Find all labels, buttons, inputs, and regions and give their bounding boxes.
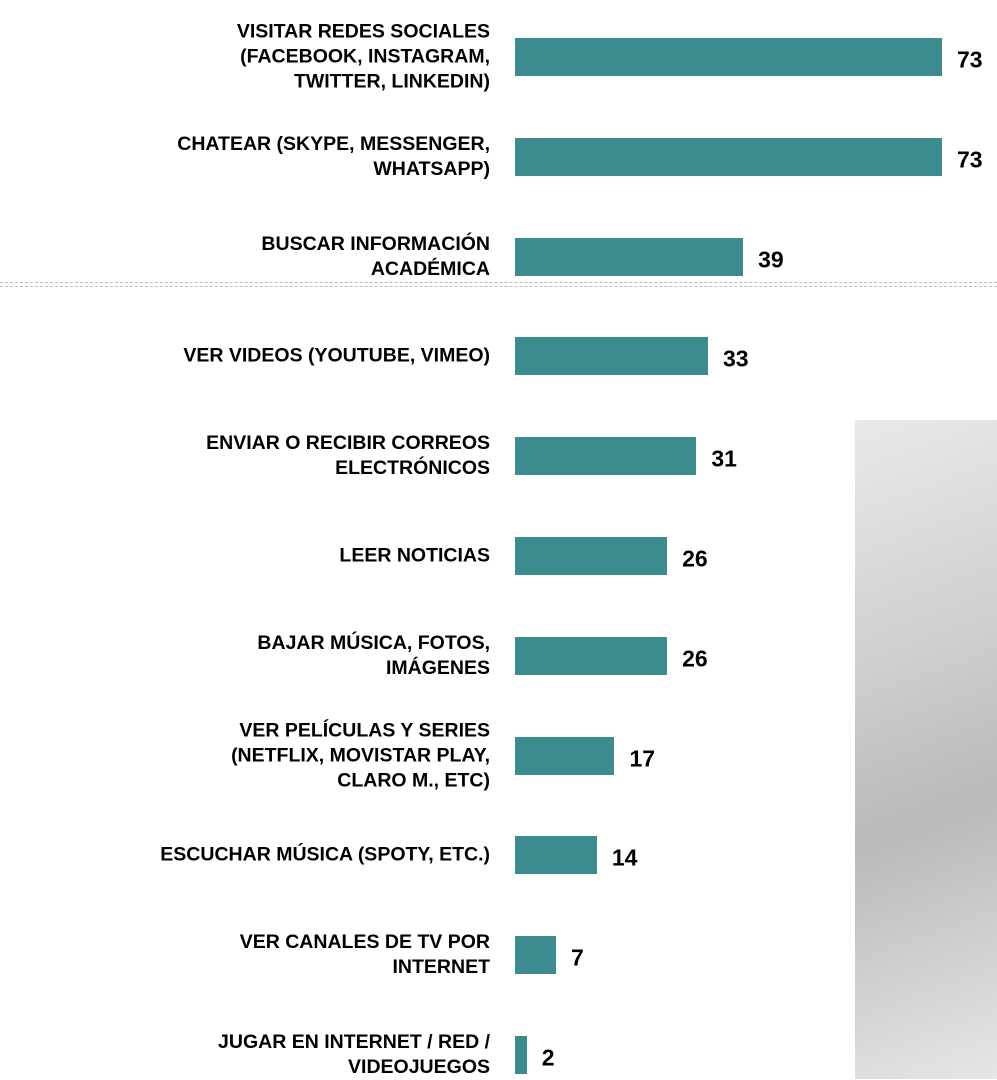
bar <box>515 337 709 376</box>
bar <box>515 137 942 176</box>
bar <box>515 537 668 575</box>
value-label: 31 <box>711 445 737 472</box>
value-label: 39 <box>758 246 784 273</box>
value-label: 73 <box>957 46 983 73</box>
bar <box>515 636 668 675</box>
category-label: VER PELÍCULAS Y SERIES (NETFLIX, MOVISTA… <box>231 719 490 792</box>
category-label: VISITAR REDES SOCIALES (FACEBOOK, INSTAG… <box>236 20 490 93</box>
value-label: 17 <box>629 745 656 772</box>
bar <box>515 437 697 476</box>
value-label: 26 <box>682 645 708 672</box>
value-label: 26 <box>682 545 708 572</box>
value-label: 33 <box>723 345 749 372</box>
category-label: BUSCAR INFORMACIÓN ACADÉMICA <box>261 232 490 280</box>
category-label: LEER NOTICIAS <box>339 544 490 567</box>
category-label: VER CANALES DE TV POR INTERNET <box>239 931 490 979</box>
bar <box>515 38 942 76</box>
value-label: 7 <box>570 944 584 971</box>
value-label: 14 <box>611 844 638 871</box>
category-label: CHATEAR (SKYPE, MESSENGER, WHATSAPP) <box>177 132 490 180</box>
category-label: BAJAR MÚSICA, FOTOS, IMÁGENES <box>257 631 490 679</box>
category-label: VER VIDEOS (YOUTUBE, VIMEO) <box>183 344 490 367</box>
bar <box>515 936 556 975</box>
bar <box>515 736 615 775</box>
bar <box>515 237 744 276</box>
separator <box>0 282 997 287</box>
value-label: 73 <box>957 146 983 173</box>
value-label: 2 <box>541 1044 555 1071</box>
category-label: JUGAR EN INTERNET / RED / VIDEOJUEGOS <box>218 1031 490 1078</box>
background-photo <box>855 420 997 1079</box>
category-label: ENVIAR O RECIBIR CORREOS ELECTRÓNICOS <box>206 432 490 480</box>
bar <box>515 836 597 875</box>
category-label: ESCUCHAR MÚSICA (SPOTY, ETC.) <box>160 843 490 866</box>
bar <box>515 1036 527 1074</box>
